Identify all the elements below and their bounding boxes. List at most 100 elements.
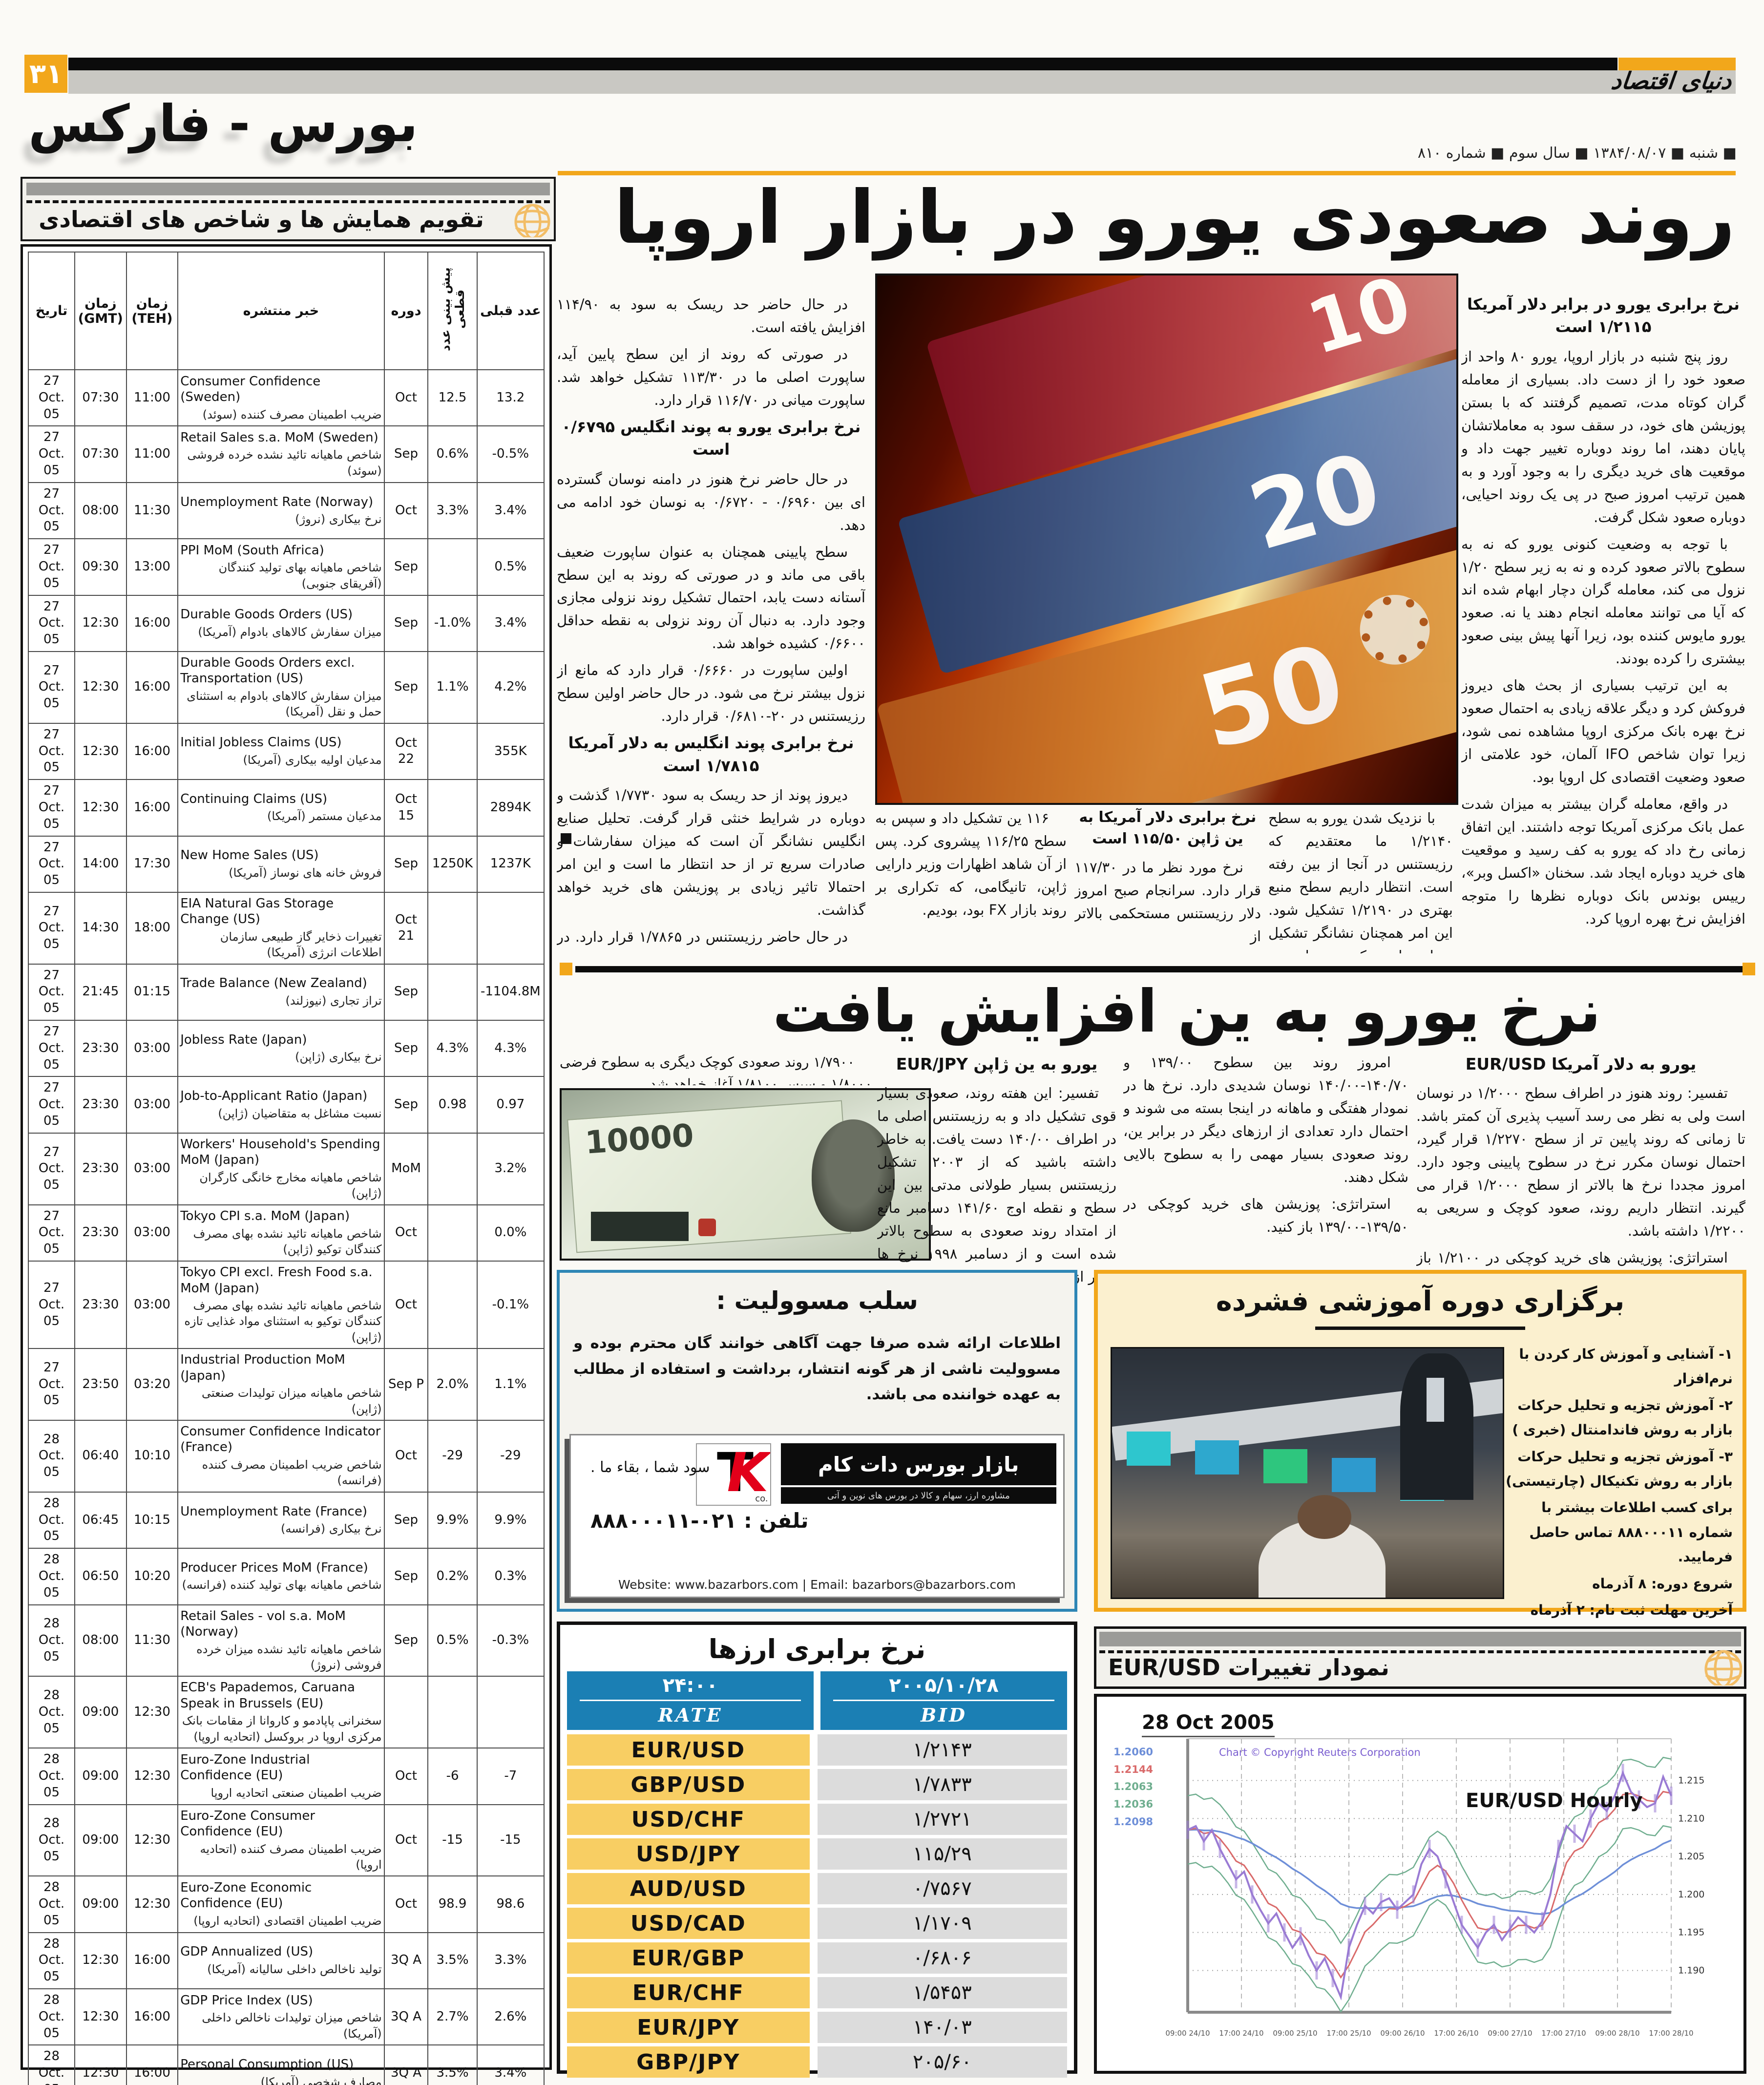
top-black-bar	[68, 58, 1617, 70]
cell-news: GDP Annualized (US) تولید ناخالص داخلی سا…	[177, 1932, 385, 1990]
news-title-en: Retail Sales s.a. MoM (Sweden)	[180, 430, 378, 445]
cell-teh: 12:30	[126, 1804, 179, 1877]
cell-gmt: 12:30	[74, 1988, 127, 2046]
rates-rate-label: RATE	[658, 1704, 723, 1726]
news-title-fa: ضریب اطمینان مصرف کننده (سوئد)	[202, 407, 382, 421]
currency-pair: USD/CAD	[567, 1908, 810, 1939]
cell-news: ECB's Papademos, Caruana Speak in Brusse…	[177, 1676, 385, 1749]
article1-paragraph: اولین ساپورت در ۰/۶۶۶۰ قرار دارد که مانع…	[557, 662, 865, 725]
article1-col-left: در حال حاضر حد ریسک به سود به ۱۱۴/۹۰ افز…	[557, 293, 865, 953]
calendar-row: 27 Oct. 05 14:30 18:00 EIA Natural Gas Stor…	[27, 891, 545, 965]
cell-gmt: 21:45	[74, 963, 127, 1021]
rates-row: USD/CAD ۱/۱۷۰۹	[567, 1908, 1067, 1939]
news-title-en: GDP Price Index (US)	[180, 1993, 313, 2008]
cell-teh: 16:00	[126, 779, 179, 837]
cell-previous: -0.1%	[476, 1261, 545, 1349]
legend-value: 1.2098	[1113, 1815, 1154, 1828]
rates-time: ۲۴:۰۰	[580, 1674, 801, 1701]
svg-text:09:00 27/10: 09:00 27/10	[1488, 2029, 1532, 2038]
cell-gmt: 07:30	[74, 369, 127, 427]
cell-date: 27 Oct. 05	[27, 722, 76, 780]
cell-forecast	[427, 1132, 478, 1205]
cell-forecast: -6	[427, 1748, 478, 1805]
newspaper-logo: دنیای اقتصاد	[1610, 67, 1733, 95]
cell-teh: 01:15	[126, 963, 179, 1021]
news-title-fa: شاخص ماهیانه تائید نشده میزان خرده فروشی…	[196, 1642, 382, 1672]
news-title-fa: شاخص ماهیانه مخارج خانگی کارگران (ژاپن)	[199, 1170, 382, 1200]
currency-pair: GBP/USD	[567, 1769, 810, 1800]
cell-date: 27 Oct. 05	[27, 963, 76, 1021]
news-title-en: Job-to-Applicant Ratio (Japan)	[180, 1089, 368, 1104]
cell-news: Retail Sales - vol s.a. MoM (Norway) شاخص…	[177, 1604, 385, 1677]
cell-teh: 13:00	[126, 538, 179, 596]
cell-news: Euro-Zone Consumer Confidence (EU) ضریب ا…	[177, 1804, 385, 1877]
cell-period: 3Q A	[383, 2044, 429, 2085]
calendar-row: 27 Oct. 05 21:45 01:15 Trade Balance (New Z…	[27, 963, 545, 1021]
cell-gmt: 12:30	[74, 722, 127, 780]
cell-previous	[476, 1676, 545, 1749]
chart-header-box: نمودار تغییرات EUR/USD	[1094, 1626, 1746, 1689]
article2-left-note: ۱/۷۹۰۰ روند صعودی کوچک دیگری به سطوح فرض…	[560, 1051, 872, 1085]
cell-gmt: 09:00	[74, 1804, 127, 1877]
calendar-row: 27 Oct. 05 23:30 03:00 Jobless Rate (Japan)…	[27, 1020, 545, 1077]
chart-title: 28 Oct 2005	[1142, 1711, 1275, 1737]
news-title-fa: تغییرات ذخایر گاز طبیعی سازمان اطلاعات ا…	[220, 929, 382, 960]
calendar-row: 28 Oct. 05 09:00 12:30 Euro-Zone Industrial…	[27, 1748, 545, 1805]
news-title-fa: شاخص ماهیانه بهای تولید کننده (فرانسه)	[182, 1578, 382, 1592]
svg-text:17:00 27/10: 17:00 27/10	[1541, 2029, 1586, 2038]
calendar-row: 27 Oct. 05 12:30 16:00 Durable Goods Orders…	[27, 594, 545, 652]
cell-date: 27 Oct. 05	[27, 1204, 76, 1262]
subhead-eurusd-rate: نرخ برابری یورو در برابر دلار آمریکا ۱/۲…	[1467, 295, 1740, 337]
news-title-fa: نرخ بیکاری (فرانسه)	[281, 1522, 382, 1536]
cell-news: Consumer Confidence (Sweden) ضریب اطمینان…	[177, 369, 385, 427]
cell-news: Tokyo CPI excl. Fresh Food s.a. MoM (Jap…	[177, 1261, 385, 1349]
calendar-row: 28 Oct. 05 09:00 12:30 Euro-Zone Consumer C…	[27, 1804, 545, 1877]
cell-teh: 03:20	[126, 1348, 179, 1421]
article2-paragraph: امروز روند بین سطوح ۱۳۹/۰۰ و ۱۴۰/۷۰-۱۴۰/…	[1123, 1054, 1408, 1185]
svg-text:09:00 24/10: 09:00 24/10	[1165, 2029, 1210, 2038]
cell-forecast: 4.3%	[427, 1020, 478, 1077]
cell-period: 3Q A	[383, 1932, 429, 1990]
cell-previous: 4.3%	[476, 1020, 545, 1077]
news-title-fa: شاخص ماهیانه تائید نشده بهای مصرف کنندگا…	[184, 1299, 382, 1344]
cell-previous: -0.5%	[476, 425, 545, 483]
cell-period: Sep	[383, 594, 429, 652]
cell-teh: 12:30	[126, 1748, 179, 1805]
news-title-en: Personal Consumption (US)	[180, 2057, 354, 2072]
gap	[810, 1734, 818, 1766]
chart-header-title: نمودار تغییرات EUR/USD	[1108, 1654, 1389, 1681]
training-title-rule	[1315, 1327, 1525, 1330]
bid-value: ۰/۷۵۶۷	[817, 1873, 1067, 1904]
cell-gmt: 09:00	[74, 1875, 127, 1933]
cell-previous: 0.5%	[476, 538, 545, 596]
cell-date: 28 Oct. 05	[27, 1548, 76, 1605]
cell-forecast: 1250K	[427, 835, 478, 893]
calendar-header-dash	[26, 200, 550, 203]
svg-text:1.190: 1.190	[1678, 1965, 1704, 1976]
news-title-en: Consumer Confidence Indicator (France)	[180, 1424, 381, 1455]
news-title-en: Continuing Claims (US)	[180, 791, 328, 806]
cell-period: Sep	[383, 1076, 429, 1134]
news-title-en: Euro-Zone Industrial Confidence (EU)	[180, 1752, 310, 1783]
cell-date: 27 Oct. 05	[27, 425, 76, 483]
ad-phone: تلفن : ۰۲۱-۸۸۸۰۰۰۱۱	[590, 1509, 809, 1533]
gap	[810, 2046, 818, 2078]
cell-date: 28 Oct. 05	[27, 1875, 76, 1933]
news-title-en: PPI MoM (South Africa)	[180, 543, 324, 558]
article1-paragraph: در واقع، معامله گران بیشتر به میزان شدت …	[1461, 796, 1745, 927]
training-title: برگزاری دوره آموزشی فشرده	[1216, 1285, 1625, 1317]
ad-web-email: Website: www.bazarbors.com | Email: baza…	[618, 1578, 1016, 1592]
cell-forecast	[427, 779, 478, 837]
article1-paragraph: در حال حاضر نرخ هنوز در دامنه نوسان گستر…	[557, 470, 865, 533]
news-title-fa: مصارف شخصی (آمریکا)	[260, 2075, 382, 2085]
cell-news: Workers' Household's Spending MoM (Japan…	[177, 1132, 385, 1205]
svg-text:1.215: 1.215	[1678, 1775, 1704, 1786]
article1-paragraph: دیروز پوند از حد ریسک به سود ۱/۷۷۳۰ گذشت…	[557, 787, 865, 918]
rates-row: EUR/GBP ۰/۶۸۰۶	[567, 1942, 1067, 1974]
divider-orange-square-left	[560, 963, 572, 975]
news-title-fa: نسبت مشاغل به متقاضیان (ژاپن)	[218, 1106, 382, 1120]
cell-forecast: 3.3%	[427, 482, 478, 540]
cell-forecast: 0.5%	[427, 1604, 478, 1677]
cell-date: 27 Oct. 05	[27, 1076, 76, 1134]
cell-date: 28 Oct. 05	[27, 2044, 76, 2085]
